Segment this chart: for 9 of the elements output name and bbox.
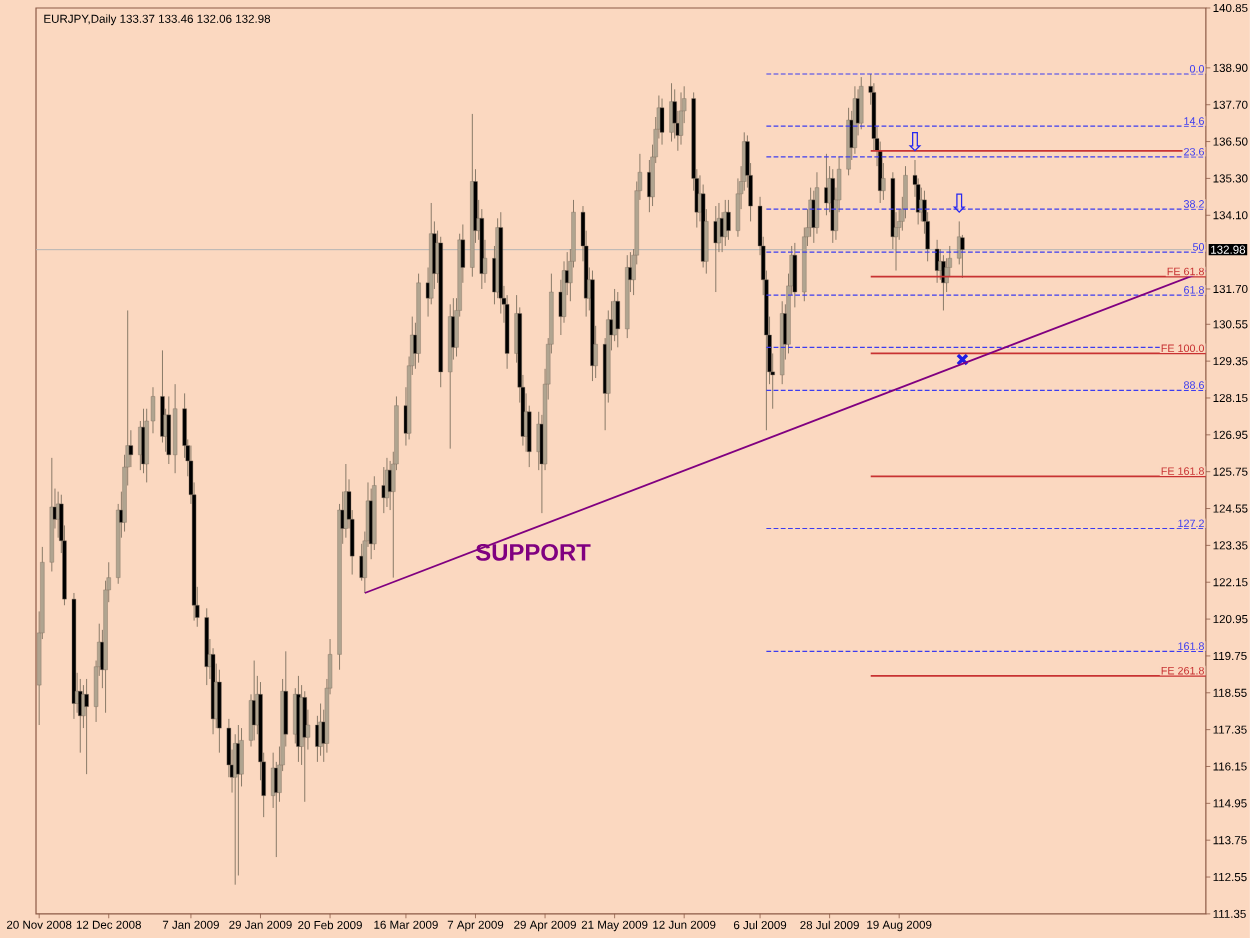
candlestick: [384, 457, 390, 508]
candlestick: [960, 234, 965, 279]
annotation: ⇩: [908, 132, 922, 152]
candlestick: [172, 383, 178, 474]
series-label: SUPPORT: [475, 543, 591, 561]
candlestick: [814, 171, 820, 235]
annotation: ⇩: [952, 193, 966, 214]
candlestick: [678, 92, 684, 146]
candlestick: [84, 678, 89, 775]
